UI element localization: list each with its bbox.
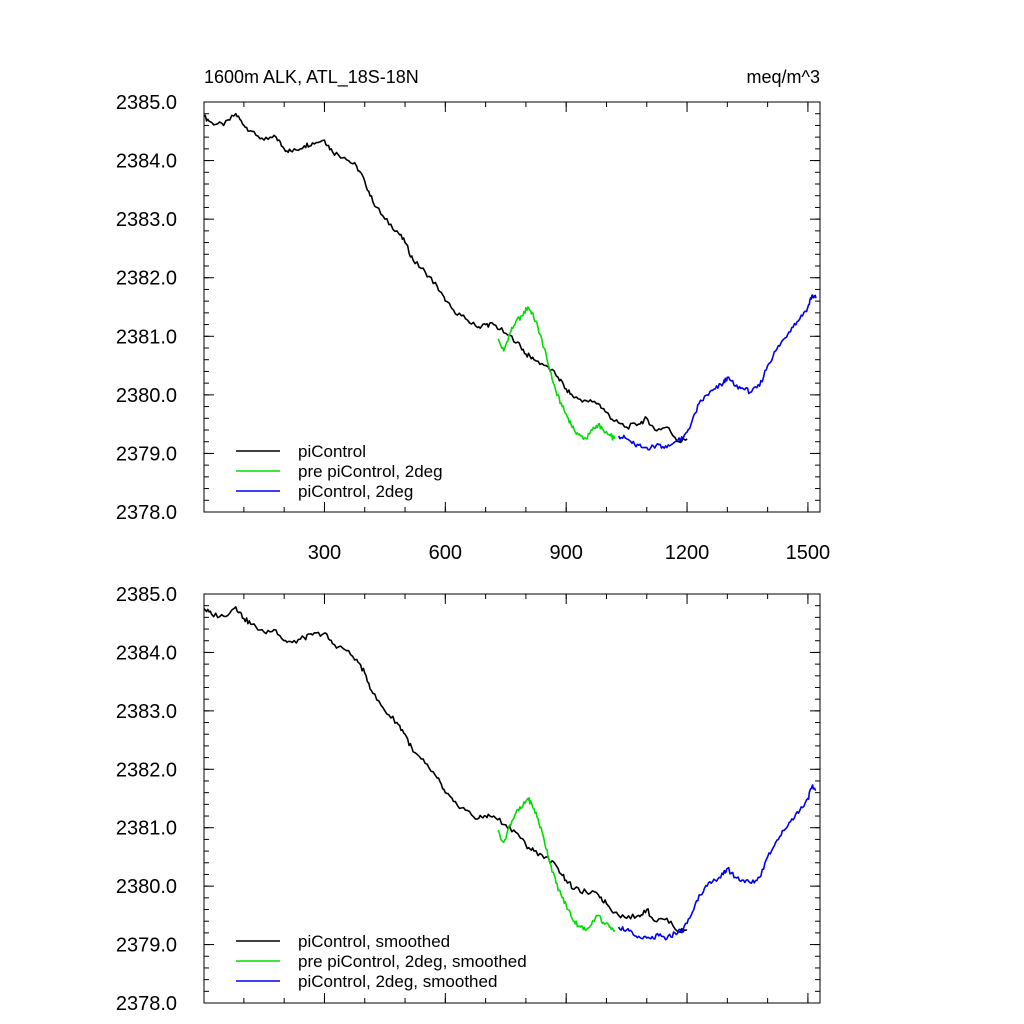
bottom-y-tick-label: 2380.0 bbox=[116, 876, 177, 898]
top-units-label: meq/m^3 bbox=[747, 67, 820, 87]
bottom-series-line-1 bbox=[203, 606, 688, 934]
bottom-y-tick-label: 2385.0 bbox=[116, 584, 177, 606]
bottom-y-tick-label: 2382.0 bbox=[116, 759, 177, 781]
bottom-series-line-2 bbox=[497, 797, 616, 933]
top-x-tick-label: 600 bbox=[429, 542, 462, 564]
top-y-tick-label: 2380.0 bbox=[116, 385, 177, 407]
top-y-tick-label: 2381.0 bbox=[116, 326, 177, 348]
top-y-tick-label: 2382.0 bbox=[116, 268, 177, 290]
top-series-line-3 bbox=[617, 294, 817, 451]
bottom-y-tick-label: 2378.0 bbox=[116, 993, 177, 1015]
bottom-plot-frame bbox=[203, 593, 821, 1004]
bottom-y-tick-label: 2384.0 bbox=[116, 642, 177, 664]
bottom-series-line-3 bbox=[617, 784, 817, 941]
top-x-tick-label: 1500 bbox=[786, 542, 831, 564]
top-x-tick-label: 900 bbox=[549, 542, 582, 564]
bottom-legend-label-1: piControl, smoothed bbox=[298, 932, 450, 951]
top-series-line-1 bbox=[203, 112, 688, 444]
top-x-tick-label: 300 bbox=[308, 542, 341, 564]
top-y-tick-label: 2385.0 bbox=[116, 92, 177, 114]
top-title: 1600m ALK, ATL_18S-18N bbox=[204, 67, 419, 88]
panel-top: 2378.0 2379.0 2380.0 2381.0 2382.0 2383.0 2384… bbox=[116, 67, 830, 564]
top-y-tick-label: 2383.0 bbox=[116, 209, 177, 231]
panel-bottom: 2378.0 2379.0 2380.0 2381.0 2382.0 2383.0 2384… bbox=[116, 584, 821, 1015]
bottom-y-tick-label: 2379.0 bbox=[116, 935, 177, 957]
top-y-tick-label: 2378.0 bbox=[116, 502, 177, 524]
top-legend-label-3: piControl, 2deg bbox=[298, 482, 413, 501]
bottom-y-tick-label: 2383.0 bbox=[116, 701, 177, 723]
top-legend-label-1: piControl bbox=[298, 442, 366, 461]
bottom-legend-label-3: piControl, 2deg, smoothed bbox=[298, 972, 497, 991]
top-legend-label-2: pre piControl, 2deg bbox=[298, 462, 443, 481]
top-y-tick-label: 2379.0 bbox=[116, 443, 177, 465]
top-y-tick-label: 2384.0 bbox=[116, 151, 177, 173]
bottom-y-tick-label: 2381.0 bbox=[116, 818, 177, 840]
bottom-legend-label-2: pre piControl, 2deg, smoothed bbox=[298, 952, 527, 971]
top-series-line-2 bbox=[497, 306, 616, 441]
top-x-tick-label: 1200 bbox=[665, 542, 710, 564]
top-plot-frame bbox=[203, 101, 821, 513]
